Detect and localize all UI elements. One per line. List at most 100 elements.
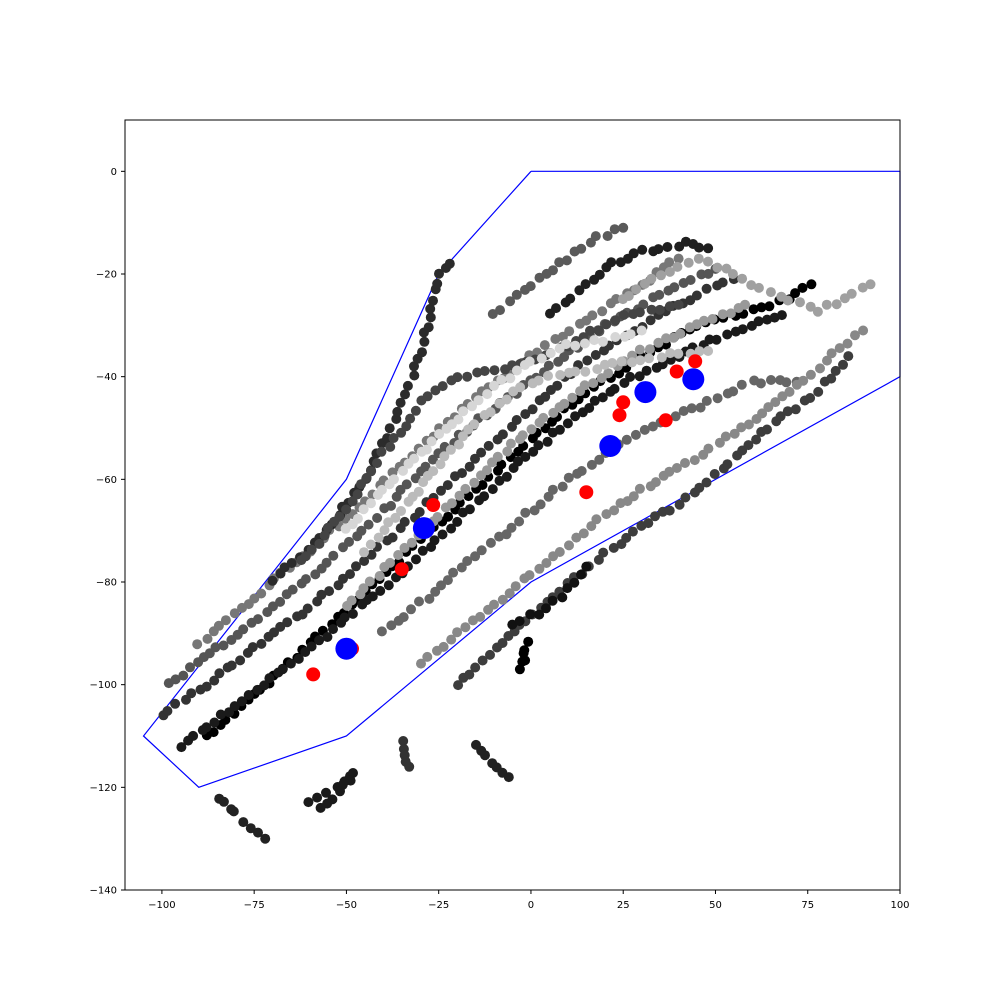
track-point — [502, 446, 513, 457]
track-point — [618, 310, 629, 320]
track-point — [475, 611, 486, 622]
track-point — [631, 284, 642, 295]
track-point — [593, 554, 604, 565]
track-point — [424, 593, 435, 604]
track-point — [162, 706, 173, 716]
track-point — [564, 326, 575, 337]
track-point — [557, 592, 568, 603]
x-tick-label: −50 — [336, 900, 357, 911]
track-point — [426, 436, 437, 447]
track-point — [650, 477, 661, 488]
track-point — [442, 575, 453, 586]
track-point — [782, 406, 793, 417]
track-point — [513, 456, 523, 467]
track-point — [545, 348, 556, 359]
track-point — [766, 375, 776, 385]
track-point — [525, 609, 536, 620]
track-point — [588, 378, 599, 389]
track-point — [601, 319, 612, 330]
track-point — [410, 473, 421, 484]
track-point — [406, 537, 417, 548]
x-tick-label: 100 — [890, 900, 909, 911]
track-point — [805, 393, 816, 403]
y-tick-label: 0 — [111, 167, 117, 178]
y-tick-label: −60 — [96, 475, 117, 486]
track-point — [580, 279, 591, 290]
track-point — [385, 441, 396, 452]
track-point — [409, 361, 419, 372]
track-point — [511, 289, 522, 300]
track-point — [229, 701, 240, 712]
track-point — [388, 474, 399, 485]
track-point — [683, 257, 694, 268]
x-tick-label: 0 — [528, 900, 534, 911]
track-point — [404, 761, 415, 772]
track-point — [287, 584, 298, 595]
track-point — [446, 498, 457, 509]
track-series — [214, 793, 271, 844]
track-point — [492, 451, 503, 462]
track-point — [548, 265, 558, 276]
y-tick-label: −20 — [96, 270, 117, 281]
track-point — [725, 308, 736, 319]
track-point — [579, 338, 590, 349]
track-point — [737, 324, 748, 335]
track-point — [805, 369, 816, 380]
track-point — [454, 490, 465, 501]
track-point — [656, 270, 666, 281]
track-point — [843, 351, 854, 362]
track-point — [647, 421, 658, 432]
track-point — [554, 424, 565, 435]
track-point — [439, 451, 450, 462]
y-tick-label: −100 — [90, 680, 117, 691]
track-point — [249, 593, 260, 604]
track-point — [366, 549, 377, 560]
track-point — [813, 386, 824, 397]
track-point — [703, 268, 714, 279]
track-point — [469, 477, 480, 488]
track-point — [453, 414, 464, 425]
track-point — [218, 640, 229, 651]
track-point — [712, 393, 723, 404]
track-point — [826, 373, 837, 384]
red-point — [394, 562, 409, 577]
track-point — [625, 329, 636, 340]
track-point — [335, 786, 345, 797]
track-point — [398, 612, 409, 623]
track-point — [561, 339, 571, 350]
track-point — [464, 669, 475, 680]
red-point — [306, 667, 321, 682]
track-point — [322, 632, 333, 642]
track-point — [567, 392, 578, 403]
track-point — [533, 440, 544, 451]
track-point — [564, 540, 574, 551]
track-point — [637, 244, 648, 255]
track-point — [324, 586, 335, 597]
track-point — [401, 421, 412, 432]
track-point — [228, 806, 239, 817]
track-point — [452, 516, 463, 527]
blue-point — [412, 517, 435, 540]
track-point — [591, 514, 602, 525]
track-point — [790, 404, 801, 415]
track-point — [406, 604, 416, 615]
track-point — [467, 401, 477, 412]
track-point — [703, 256, 713, 267]
track-point — [587, 310, 598, 321]
track-point — [398, 736, 409, 746]
track-point — [736, 422, 747, 433]
track-point — [432, 512, 443, 522]
track-point — [432, 278, 443, 289]
track-point — [185, 662, 195, 673]
track-point — [293, 653, 304, 664]
track-point — [303, 797, 314, 808]
track-point — [552, 380, 563, 391]
track-point — [352, 513, 363, 524]
track-point — [495, 305, 505, 316]
track-point — [581, 561, 592, 572]
blue-point — [335, 637, 358, 660]
track-point — [202, 633, 213, 644]
track-point — [505, 296, 516, 307]
track-point — [746, 280, 757, 291]
track-point — [584, 403, 595, 413]
